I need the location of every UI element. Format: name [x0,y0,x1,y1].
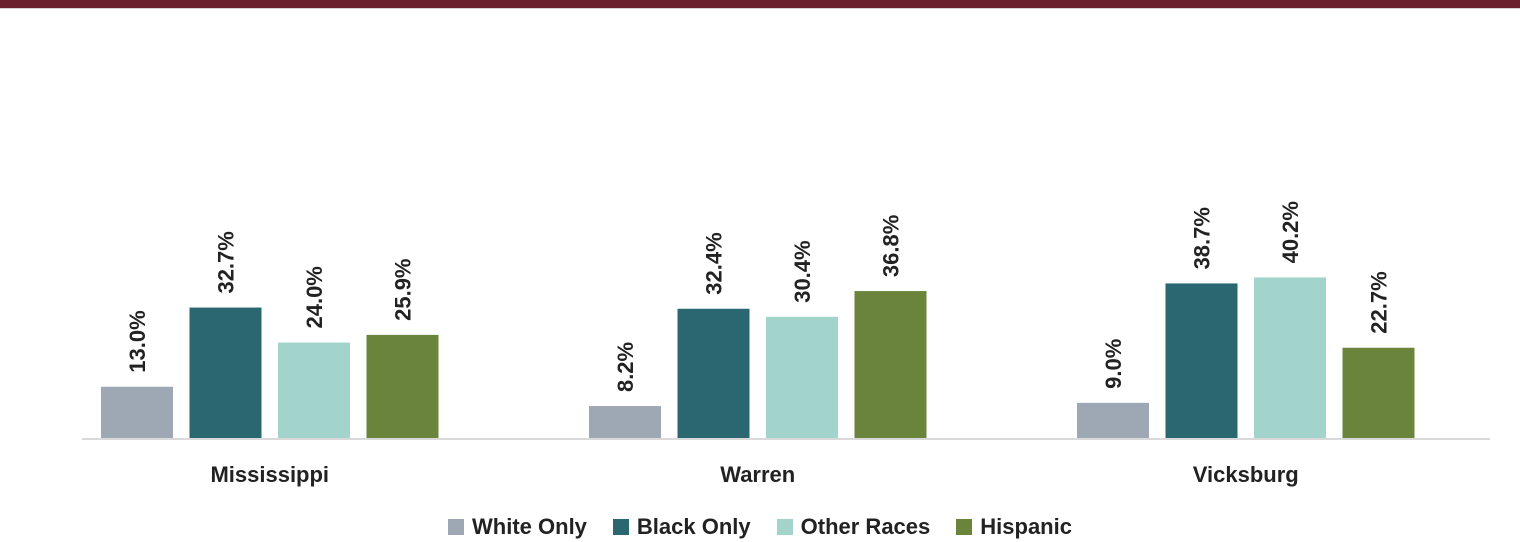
bar-mississippi-hispanic [366,334,439,439]
value-label: 9.0% [1101,339,1126,389]
bar-vicksburg-other-races [1254,277,1326,439]
value-label: 32.4% [702,232,727,294]
legend-swatch [956,519,973,535]
bar-warren-other-races [766,316,838,439]
bar-mississippi-white-only [101,386,173,439]
legend-label: White Only [472,514,587,539]
value-label: 30.4% [790,240,815,302]
legend-swatch [448,519,465,535]
legend-swatch [612,519,629,535]
bar-warren-hispanic [854,291,927,439]
value-label: 8.2% [613,342,638,392]
bar-chart: 13.0% 32.7% 24.0% 25.9% 8.2% 32.4% 30.4% 36.8% 9… [82,201,1490,487]
chart-legend: White Only Black Only Other Races Hispanic [0,514,1520,540]
legend-label: Black Only [636,514,751,539]
header-divider [0,8,1520,9]
value-label: 36.8% [879,215,904,277]
bar-vicksburg-black-only [1165,283,1238,439]
legend-item-white-only: White Only [448,514,587,540]
bar-mississippi-black-only [189,307,262,439]
category-label-warren: Warren [720,462,795,487]
bar-vicksburg-hispanic [1342,347,1415,439]
value-label: 32.7% [214,231,239,293]
legend-label: Hispanic [980,514,1072,539]
category-label-mississippi: Mississippi [210,462,329,487]
value-label: 22.7% [1367,271,1392,333]
header-bar [0,0,1520,8]
value-labels-group: 13.0% 32.7% 24.0% 25.9% 8.2% 32.4% 30.4% 36.8% 9… [125,201,1392,392]
value-label: 25.9% [391,258,416,320]
value-label: 13.0% [125,310,150,372]
bar-mississippi-other-races [278,342,350,439]
legend-item-black-only: Black Only [612,514,751,540]
value-label: 24.0% [302,266,327,328]
value-label: 40.2% [1278,201,1303,263]
legend-item-other-races: Other Races [776,514,931,540]
bars-group [101,277,1415,439]
category-labels-group: Mississippi Warren Vicksburg [210,462,1298,487]
bar-vicksburg-white-only [1077,402,1149,439]
bar-warren-black-only [677,308,750,439]
value-label: 38.7% [1190,207,1215,269]
bar-warren-white-only [589,406,661,439]
legend-swatch [776,519,793,535]
legend-item-hispanic: Hispanic [956,514,1072,540]
category-label-vicksburg: Vicksburg [1193,462,1299,487]
legend-label: Other Races [800,514,931,539]
